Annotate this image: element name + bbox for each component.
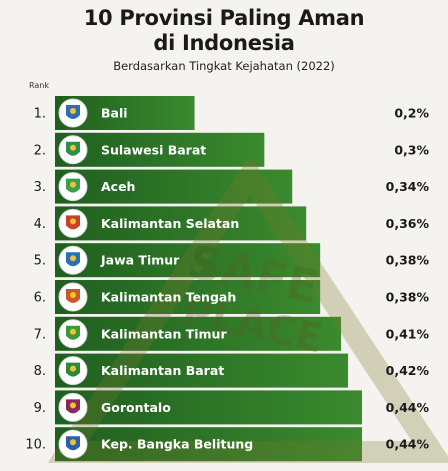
emblem-center <box>70 402 76 409</box>
title-line-1: 10 Provinsi Paling Aman <box>83 6 365 30</box>
rank-number: 7. <box>34 327 46 342</box>
jawa-timur-emblem-icon <box>58 245 88 275</box>
emblem-center <box>70 144 76 151</box>
bar <box>55 206 307 241</box>
rank-number: 4. <box>34 217 46 232</box>
bar-category-label: Kalimantan Tengah <box>101 290 236 305</box>
emblem-center <box>70 292 76 298</box>
bar <box>55 316 342 351</box>
bali-emblem-icon <box>58 98 88 128</box>
bar <box>55 132 265 167</box>
rank-number: 6. <box>34 291 46 306</box>
bar-value-label: 0,41% <box>386 326 430 341</box>
bar-value-label: 0,44% <box>386 437 430 452</box>
emblem-center <box>70 255 76 262</box>
rank-number: 5. <box>34 254 46 269</box>
kalimantan-timur-emblem-icon <box>58 319 88 349</box>
rank-number: 9. <box>34 401 46 416</box>
bar-category-label: Gorontalo <box>101 400 171 415</box>
emblem-center <box>70 328 76 335</box>
bar-value-label: 0,36% <box>386 216 430 231</box>
watermark-triangle <box>47 154 448 463</box>
bar <box>55 280 321 314</box>
emblem-center <box>70 439 76 446</box>
kalimantan-selatan-emblem-icon <box>58 208 88 238</box>
emblem-center <box>70 108 76 114</box>
gorontalo-emblem-icon <box>58 392 88 422</box>
bar-value-label: 0,34% <box>386 179 430 194</box>
rank-column-label: Rank <box>29 81 49 90</box>
subtitle: Berdasarkan Tingkat Kejahatan (2022) <box>113 59 335 73</box>
rank-number: 3. <box>34 180 46 195</box>
bars-layer <box>55 96 362 462</box>
bar-value-label: 0,44% <box>386 400 430 415</box>
bar <box>55 243 321 278</box>
bangka-belitung-emblem-icon <box>58 429 88 459</box>
kalimantan-tengah-emblem-icon <box>58 282 88 312</box>
sulawesi-barat-emblem-icon <box>58 135 88 165</box>
bar-category-label: Kep. Bangka Belitung <box>101 437 253 452</box>
bar-category-label: Bali <box>101 106 128 121</box>
bar-value-label: 0,42% <box>386 363 430 378</box>
bar-category-label: Aceh <box>101 179 135 194</box>
rank-number: 1. <box>34 107 46 122</box>
emblem-center <box>70 365 76 372</box>
bar-category-label: Kalimantan Barat <box>101 363 224 378</box>
bar-category-label: Kalimantan Timur <box>101 326 227 341</box>
rank-number: 2. <box>34 143 46 158</box>
labels-layer: 1. Bali 0,2% 2. Sulawesi Barat 0,3% 3. Aceh 0,34… <box>25 98 430 459</box>
bar-value-label: 0,2% <box>394 106 429 121</box>
bar-category-label: Kalimantan Selatan <box>101 216 239 231</box>
rank-number: 8. <box>34 364 46 379</box>
title-line-2: di Indonesia <box>153 31 295 55</box>
safe-place-watermark: SAFE PLACE <box>47 154 448 463</box>
bar-value-label: 0,38% <box>386 253 430 268</box>
bar <box>55 427 362 462</box>
aceh-emblem-icon <box>58 172 88 202</box>
bar-category-label: Jawa Timur <box>100 253 180 268</box>
page-title: 10 Provinsi Paling Aman di Indonesia <box>0 6 448 56</box>
bar-value-label: 0,38% <box>386 290 430 305</box>
bar-value-label: 0,3% <box>394 142 429 157</box>
bar <box>55 169 293 204</box>
bar-category-label: Sulawesi Barat <box>101 142 206 157</box>
emblem-center <box>70 218 76 225</box>
emblem-center <box>70 181 76 188</box>
bar <box>55 353 349 388</box>
bar <box>55 390 362 425</box>
kalimantan-barat-emblem-icon <box>58 356 88 386</box>
rank-number: 10. <box>25 438 46 453</box>
